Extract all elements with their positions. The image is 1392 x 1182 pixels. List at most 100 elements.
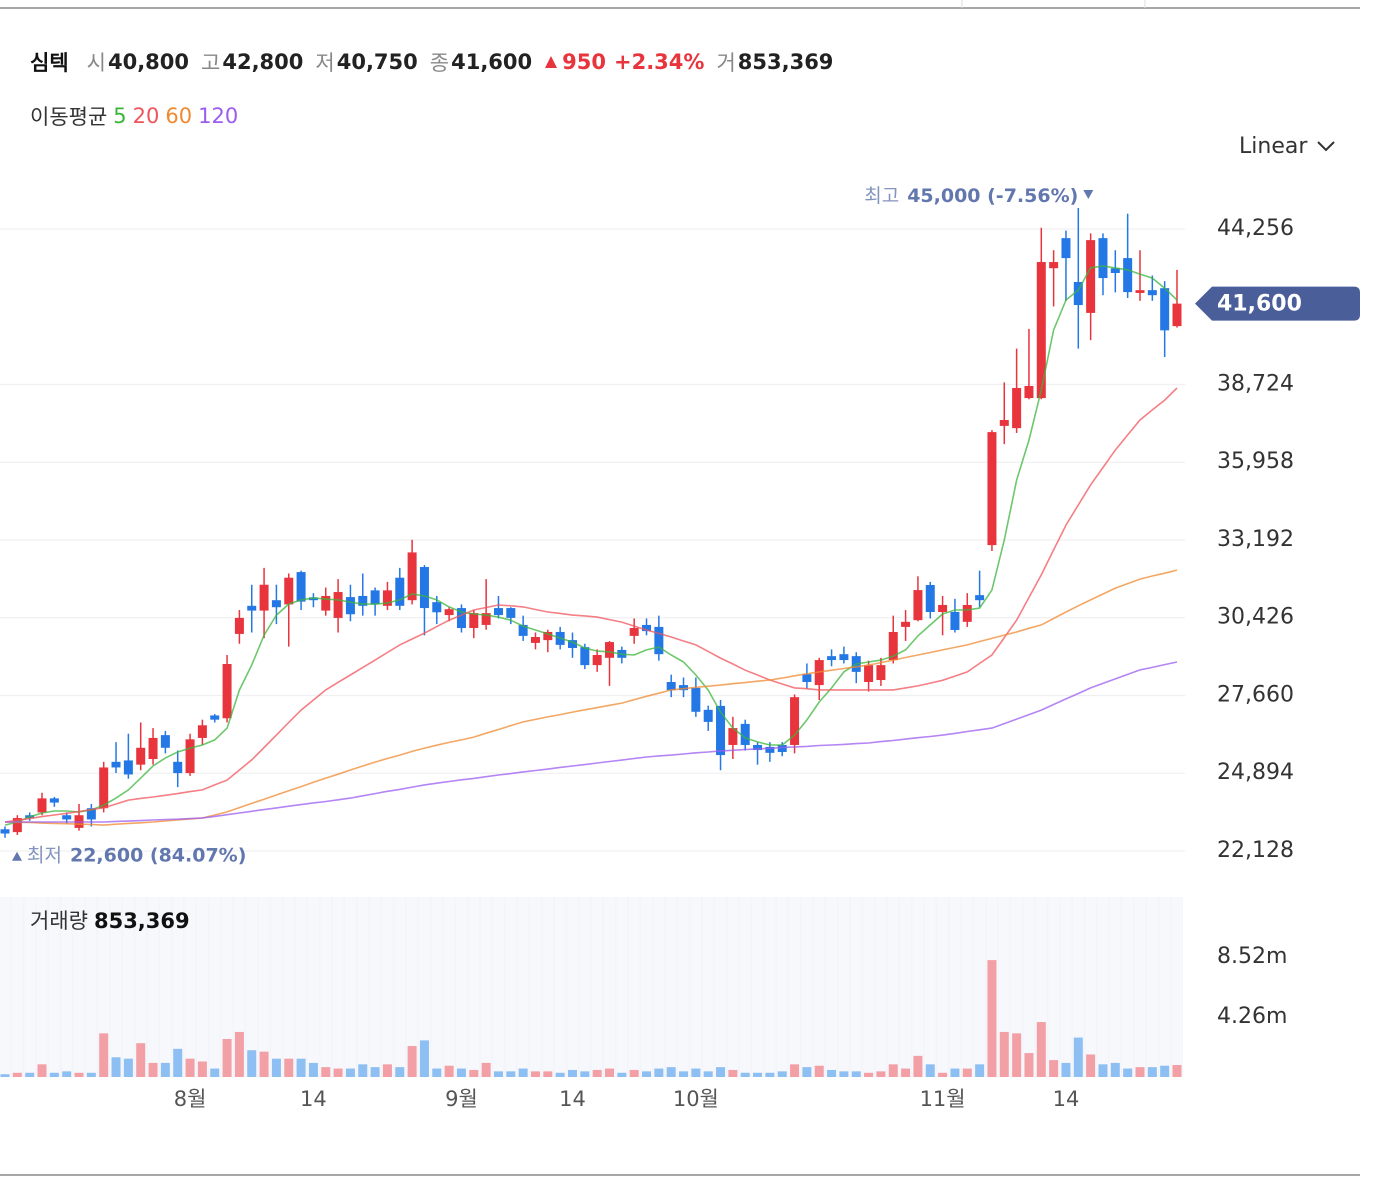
y-tick-label: 22,128 xyxy=(1217,838,1294,863)
volume-bar xyxy=(370,1067,380,1077)
candle-body xyxy=(839,654,849,661)
high-label: 고 xyxy=(201,51,221,75)
volume-column xyxy=(320,897,331,1077)
volume-bar xyxy=(839,1071,849,1077)
candle-body xyxy=(802,674,812,682)
volume-column xyxy=(468,897,479,1077)
candle-body xyxy=(321,595,331,611)
volume-column xyxy=(147,897,159,1077)
volume-column xyxy=(777,897,788,1077)
ma-legend-title: 이동평균 xyxy=(30,105,108,129)
volume-column xyxy=(962,897,973,1077)
scale-menu-label[interactable]: Linear xyxy=(1239,133,1308,159)
volume-column xyxy=(332,897,344,1077)
quote-header: 심텍 시 40,800 고 42,800 저 40,750 종 41,600 950 +… xyxy=(30,46,845,78)
volume-bar xyxy=(975,1064,985,1077)
volume-bar xyxy=(642,1071,652,1077)
candle-body xyxy=(370,590,380,605)
open-label: 시 xyxy=(86,51,106,75)
up-arrow xyxy=(545,56,558,68)
candle-body xyxy=(12,818,22,833)
candle-body xyxy=(1036,262,1046,399)
volume-column xyxy=(419,897,430,1077)
high-value: 42,800 xyxy=(222,50,304,74)
change-pct: +2.34% xyxy=(613,50,705,74)
candle-body xyxy=(271,600,281,608)
volume-bar xyxy=(876,1071,886,1077)
volume-column xyxy=(406,897,418,1077)
volume-bar xyxy=(469,1069,479,1077)
volume-column xyxy=(1060,897,1072,1077)
volume-bar xyxy=(99,1033,109,1077)
volume-bar xyxy=(716,1067,726,1077)
volume-column xyxy=(616,897,628,1077)
candle-body xyxy=(1086,240,1096,313)
candle-body xyxy=(1123,258,1133,293)
high-marker-text: 45,000 (-7.56%) xyxy=(907,185,1078,207)
volume-column xyxy=(925,897,936,1077)
volume-column xyxy=(369,897,381,1077)
candle-body xyxy=(123,760,133,775)
volume-bar xyxy=(160,1062,170,1077)
candle-body xyxy=(49,798,59,803)
candle-body xyxy=(86,808,96,820)
candle-body xyxy=(975,595,985,601)
volume-bar xyxy=(987,960,997,1077)
candle-body xyxy=(284,577,294,605)
volume-column xyxy=(678,897,689,1077)
volume-bar xyxy=(148,1062,158,1077)
volume-bar xyxy=(271,1058,281,1077)
candle-body xyxy=(962,604,972,622)
volume-bar xyxy=(173,1048,183,1077)
candle-body xyxy=(1172,303,1182,327)
candle-body xyxy=(518,624,528,636)
candle-body xyxy=(234,617,244,634)
candle-body xyxy=(1061,238,1071,259)
volume-column xyxy=(283,897,294,1077)
volume-column xyxy=(1097,897,1109,1077)
high-marker-label: 최고 xyxy=(864,185,899,207)
volume-bar xyxy=(444,1065,454,1077)
chevron[interactable] xyxy=(1315,139,1337,153)
volume-column xyxy=(554,897,566,1077)
volume-column xyxy=(949,897,961,1077)
close-label: 종 xyxy=(429,51,450,75)
ma-line xyxy=(5,661,1178,823)
volume-bar xyxy=(49,1072,59,1077)
volume-bar xyxy=(1036,1022,1046,1077)
x-tick-label: 8월 xyxy=(174,1087,207,1111)
volume-bar xyxy=(740,1072,750,1077)
volume-bar xyxy=(1172,1064,1182,1077)
volume-column xyxy=(567,897,578,1077)
candle-body xyxy=(567,640,577,648)
volume-bar xyxy=(382,1064,392,1077)
volume-column xyxy=(764,897,776,1077)
volume-bar xyxy=(1024,1053,1034,1077)
volume-bar xyxy=(814,1065,824,1077)
volume-column xyxy=(12,897,23,1077)
volume-column xyxy=(641,897,652,1077)
volume-bar xyxy=(123,1058,133,1077)
scale-menu[interactable]: Linear xyxy=(1239,130,1337,162)
volume-column xyxy=(308,897,319,1077)
volume-bar xyxy=(790,1064,800,1077)
candle-body xyxy=(790,697,800,745)
legend-entry: 20 xyxy=(132,104,160,128)
candle-body xyxy=(1110,268,1120,273)
volume-bar xyxy=(296,1058,306,1077)
ma-line xyxy=(4,387,1178,823)
volume-column xyxy=(727,897,739,1077)
volume-column xyxy=(863,897,874,1077)
volume-column xyxy=(851,897,862,1077)
volume-column xyxy=(1048,897,1059,1077)
y-tick-label: 27,660 xyxy=(1217,682,1294,707)
volume-column xyxy=(715,897,726,1077)
volume-column xyxy=(0,897,11,1077)
x-tick-label: 14 xyxy=(559,1087,586,1111)
candle-body xyxy=(456,608,466,629)
low-marker-label: 최저 xyxy=(27,844,62,866)
candle-body xyxy=(173,761,183,774)
candle-body xyxy=(493,608,503,616)
y-tick-label: 24,894 xyxy=(1217,760,1294,785)
